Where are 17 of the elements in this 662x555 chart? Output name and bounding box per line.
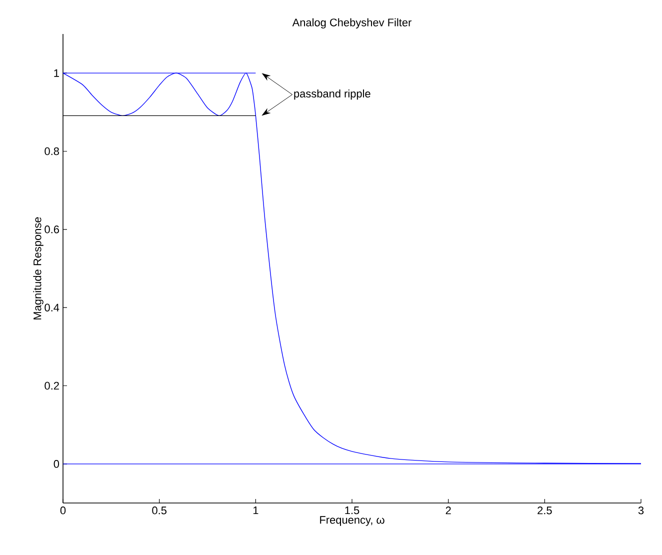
- y-tick-label: 0: [54, 460, 60, 468]
- x-tick-label: 1.5: [345, 506, 360, 514]
- y-tick-label: 0.8: [44, 147, 59, 156]
- x-axis-title: Frequency, ω: [320, 516, 384, 526]
- x-tick-label: 1: [253, 506, 258, 514]
- x-tick-label: 0: [60, 506, 66, 514]
- y-tick-label: 0.6: [44, 226, 59, 234]
- x-tick-label: 2: [446, 506, 451, 514]
- y-tick-label: 1: [54, 69, 59, 77]
- x-tick-label: 2.5: [538, 506, 552, 514]
- annotation: passband ripple: [294, 89, 370, 100]
- y-tick-label: 0.4: [44, 304, 60, 312]
- x-tick-label: 3: [638, 506, 644, 514]
- y-tick-label: 0.2: [44, 382, 59, 390]
- chart-title: Analog Chebyshev Filter: [292, 18, 412, 28]
- y-axis-title: Magnitude Response: [33, 217, 44, 320]
- x-tick-label: 0.5: [152, 506, 166, 514]
